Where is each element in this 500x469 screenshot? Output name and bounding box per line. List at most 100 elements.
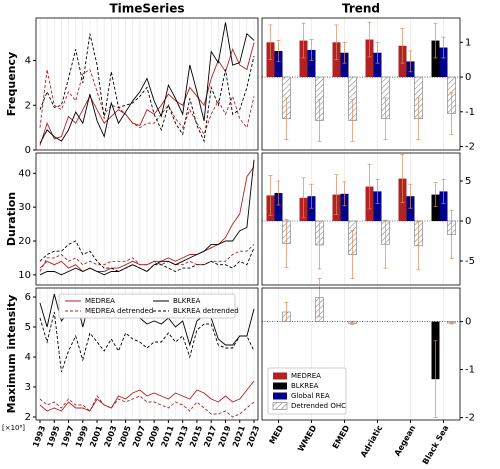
- panel-frame: [261, 17, 461, 151]
- legend-label: MEDREA detrended: [85, 307, 153, 315]
- x-tick-label: 2023: [245, 424, 261, 448]
- series-line: [39, 395, 255, 418]
- error-bar: [441, 36, 446, 59]
- error-bar: [301, 22, 306, 59]
- y-tick-label: 1: [465, 37, 471, 48]
- bar: [365, 39, 374, 78]
- error-bar: [383, 219, 388, 269]
- bar: [274, 51, 283, 78]
- error-bar: [309, 183, 314, 209]
- panel-frame: [35, 152, 259, 286]
- y-tick-label: -1: [465, 107, 475, 118]
- error-bar: [449, 321, 454, 325]
- error-bar: [268, 24, 273, 61]
- error-bar: [284, 302, 289, 322]
- x-tick-label: WMED: [296, 423, 318, 453]
- error-bar: [317, 220, 322, 270]
- y-tick-label: 4: [25, 352, 31, 363]
- y-tick-label: 0: [25, 145, 31, 156]
- error-bar: [416, 221, 421, 271]
- error-bar: [383, 97, 388, 140]
- error-bar: [449, 210, 454, 259]
- error-bar: [375, 179, 380, 204]
- error-bar: [309, 39, 314, 61]
- legend-swatch: [273, 382, 287, 390]
- error-bar: [367, 163, 372, 210]
- y-tick-label: 3: [25, 382, 31, 393]
- error-bar: [433, 340, 438, 418]
- error-bar: [400, 154, 405, 203]
- legend-label: MEDREA: [291, 372, 321, 380]
- error-bar: [276, 180, 281, 206]
- bar: [439, 191, 448, 221]
- error-bar: [408, 183, 413, 209]
- y-tick-label: 6: [25, 292, 31, 303]
- bar: [307, 49, 316, 78]
- bar: [373, 191, 382, 221]
- panel-frame: [35, 17, 259, 151]
- error-bar: [449, 92, 454, 135]
- x-tick-label: Black Sea: [421, 424, 451, 465]
- bar: [431, 194, 440, 221]
- error-bar: [441, 179, 446, 204]
- error-bar: [400, 28, 405, 64]
- error-bar: [416, 97, 421, 140]
- error-bar: [350, 230, 355, 279]
- legend-label: Detrended OHC: [291, 402, 346, 410]
- legend-box: [58, 293, 236, 319]
- error-bar: [268, 175, 273, 216]
- error-bar: [433, 182, 438, 207]
- series-line: [39, 33, 255, 143]
- y-tick-label: 2: [25, 412, 31, 423]
- y-tick-label: 0: [465, 317, 471, 328]
- panel-title: TimeSeries: [109, 2, 184, 16]
- legend-label: BLKREA: [291, 382, 319, 390]
- legend-swatch: [272, 402, 288, 410]
- series-line: [39, 380, 255, 412]
- error-bar: [342, 41, 347, 64]
- bar: [299, 40, 308, 78]
- error-bar: [375, 41, 380, 64]
- y-scale-label: [×10⁸]: [2, 424, 25, 432]
- error-bar: [334, 174, 339, 215]
- legend-box: [267, 367, 347, 415]
- y-tick-label: 10: [18, 270, 31, 281]
- y-tick-label: 2: [25, 100, 31, 111]
- y-tick-label: -5: [465, 256, 475, 267]
- error-bar: [284, 219, 289, 268]
- series-line: [39, 22, 255, 144]
- y-tick-label: 4: [25, 56, 31, 67]
- legend-swatch: [273, 372, 287, 380]
- panel-title: Trend: [342, 2, 380, 16]
- series-line: [39, 240, 255, 273]
- legend-label: Global REA: [291, 392, 330, 400]
- bar: [439, 47, 448, 78]
- series-line: [39, 159, 255, 276]
- y-tick-label: 0: [465, 216, 471, 227]
- error-bar: [284, 97, 289, 140]
- error-bar: [350, 99, 355, 142]
- legend-label: BLKREA: [173, 297, 201, 305]
- y-tick-label: 0: [465, 72, 471, 83]
- panel-frame: [261, 152, 461, 286]
- bar: [373, 52, 382, 78]
- legend-label: MEDREA: [85, 297, 115, 305]
- error-bar: [350, 322, 355, 325]
- x-tick-label: Adriatic: [359, 424, 385, 459]
- y-tick-label: 5: [25, 322, 31, 333]
- y-axis-label: Duration: [5, 192, 18, 246]
- series-line: [39, 311, 255, 373]
- y-tick-label: -2: [465, 142, 475, 153]
- y-tick-label: 30: [18, 202, 31, 213]
- legend-swatch: [273, 392, 287, 400]
- bar: [431, 40, 440, 78]
- error-bar: [342, 181, 347, 207]
- panel-frame: [35, 287, 259, 421]
- y-tick-label: -1: [465, 365, 475, 376]
- y-tick-label: 5: [465, 176, 471, 187]
- bar: [340, 52, 349, 78]
- y-tick-label: 20: [18, 236, 31, 247]
- y-axis-label: Frequency: [5, 52, 18, 116]
- error-bar: [301, 177, 306, 219]
